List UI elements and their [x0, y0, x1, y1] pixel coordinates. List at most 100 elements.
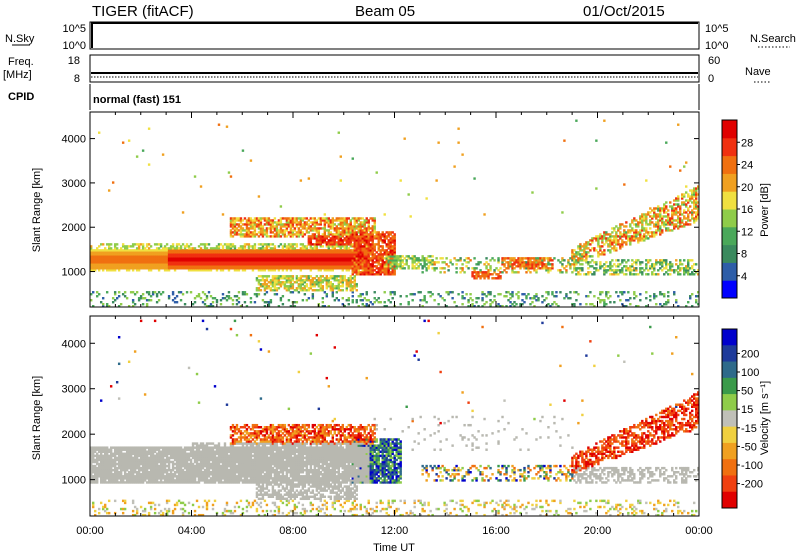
power-cell [361, 261, 364, 264]
power-cell [137, 257, 141, 260]
power-cell [353, 279, 356, 282]
power-cell [291, 259, 295, 262]
power-cell [277, 267, 281, 270]
power-cell [543, 259, 546, 262]
power-cell [189, 249, 193, 252]
power-cell [395, 261, 398, 264]
power-cell [333, 249, 336, 252]
power-cell [349, 223, 352, 226]
power-cell [229, 265, 233, 268]
power-cell [273, 233, 277, 236]
power-cell [669, 219, 672, 222]
power-cell [349, 279, 352, 282]
power-cell [283, 249, 287, 252]
power-cell [377, 255, 380, 258]
power-cell [499, 305, 502, 308]
velocity-cell [103, 450, 107, 453]
power-cell [343, 275, 346, 278]
power-cell [295, 263, 299, 266]
power-cell [101, 269, 105, 272]
power-cell [373, 235, 376, 238]
power-cell [607, 243, 610, 246]
power-cell [325, 221, 329, 224]
power-cell [143, 265, 147, 268]
power-cell [157, 249, 161, 252]
power-cell [679, 213, 682, 216]
power-cell [157, 265, 161, 268]
power-cell [509, 293, 512, 296]
power-cell [325, 261, 329, 264]
velocity-cell [95, 466, 99, 470]
power-cell [249, 251, 253, 254]
power-cell [267, 265, 271, 268]
power-cell [367, 255, 370, 258]
power-cell [637, 221, 640, 224]
power-cell [273, 277, 277, 280]
power-cell [353, 253, 356, 256]
power-cell [345, 235, 348, 238]
power-cell [327, 269, 331, 272]
power-cell [273, 285, 277, 288]
power-cell [663, 209, 666, 212]
power-cell [113, 249, 117, 252]
power-cell [301, 219, 305, 222]
power-cell [429, 261, 432, 264]
power-cell [643, 227, 646, 230]
power-cell [179, 255, 183, 258]
power-cell [351, 157, 354, 160]
power-cell [563, 259, 566, 262]
power-cell [513, 267, 516, 270]
velocity-cell [105, 471, 109, 474]
power-colorbar-tick-label: 16 [741, 204, 753, 216]
power-cell [105, 291, 109, 294]
power-cell [653, 215, 656, 218]
power-cell [695, 213, 698, 216]
power-cell [361, 221, 364, 224]
power-cell [677, 267, 680, 270]
power-cell [633, 291, 636, 294]
power-cell [145, 291, 149, 294]
power-cell [661, 261, 664, 264]
power-cell [195, 269, 199, 272]
power-cell [341, 217, 344, 220]
power-cell [433, 299, 436, 302]
power-cell [92, 305, 95, 308]
power-cell [635, 273, 638, 276]
power-cell [307, 239, 311, 242]
power-cell [401, 261, 404, 264]
velocity-plot-background [90, 316, 699, 516]
power-cell [139, 261, 143, 264]
power-cell [541, 301, 544, 304]
power-cell [367, 241, 370, 244]
power-cell [227, 259, 231, 262]
power-cell [107, 269, 111, 272]
velocity-cell [99, 454, 103, 458]
power-cell [299, 253, 303, 256]
power-cell [603, 243, 606, 246]
power-cell [321, 249, 325, 252]
velocity-cell [109, 464, 113, 468]
power-cell [341, 267, 344, 270]
power-cell [329, 241, 333, 244]
power-cell [111, 251, 115, 254]
power-cell [343, 245, 346, 248]
power-cell [295, 275, 299, 278]
power-cell [685, 221, 688, 224]
power-cell [283, 275, 287, 278]
power-cell [271, 253, 275, 256]
power-cell [293, 229, 297, 232]
power-cell [233, 251, 237, 254]
power-cell [627, 229, 630, 232]
power-cell [333, 223, 336, 226]
power-cell [201, 243, 205, 246]
power-cell [581, 253, 584, 256]
power-cell [217, 259, 221, 262]
power-cell [611, 247, 614, 250]
power-cell [673, 211, 676, 214]
power-cell [233, 257, 237, 260]
power-cell [157, 267, 161, 270]
power-cell [219, 261, 223, 264]
power-cell [323, 279, 327, 282]
power-cell [299, 281, 303, 284]
